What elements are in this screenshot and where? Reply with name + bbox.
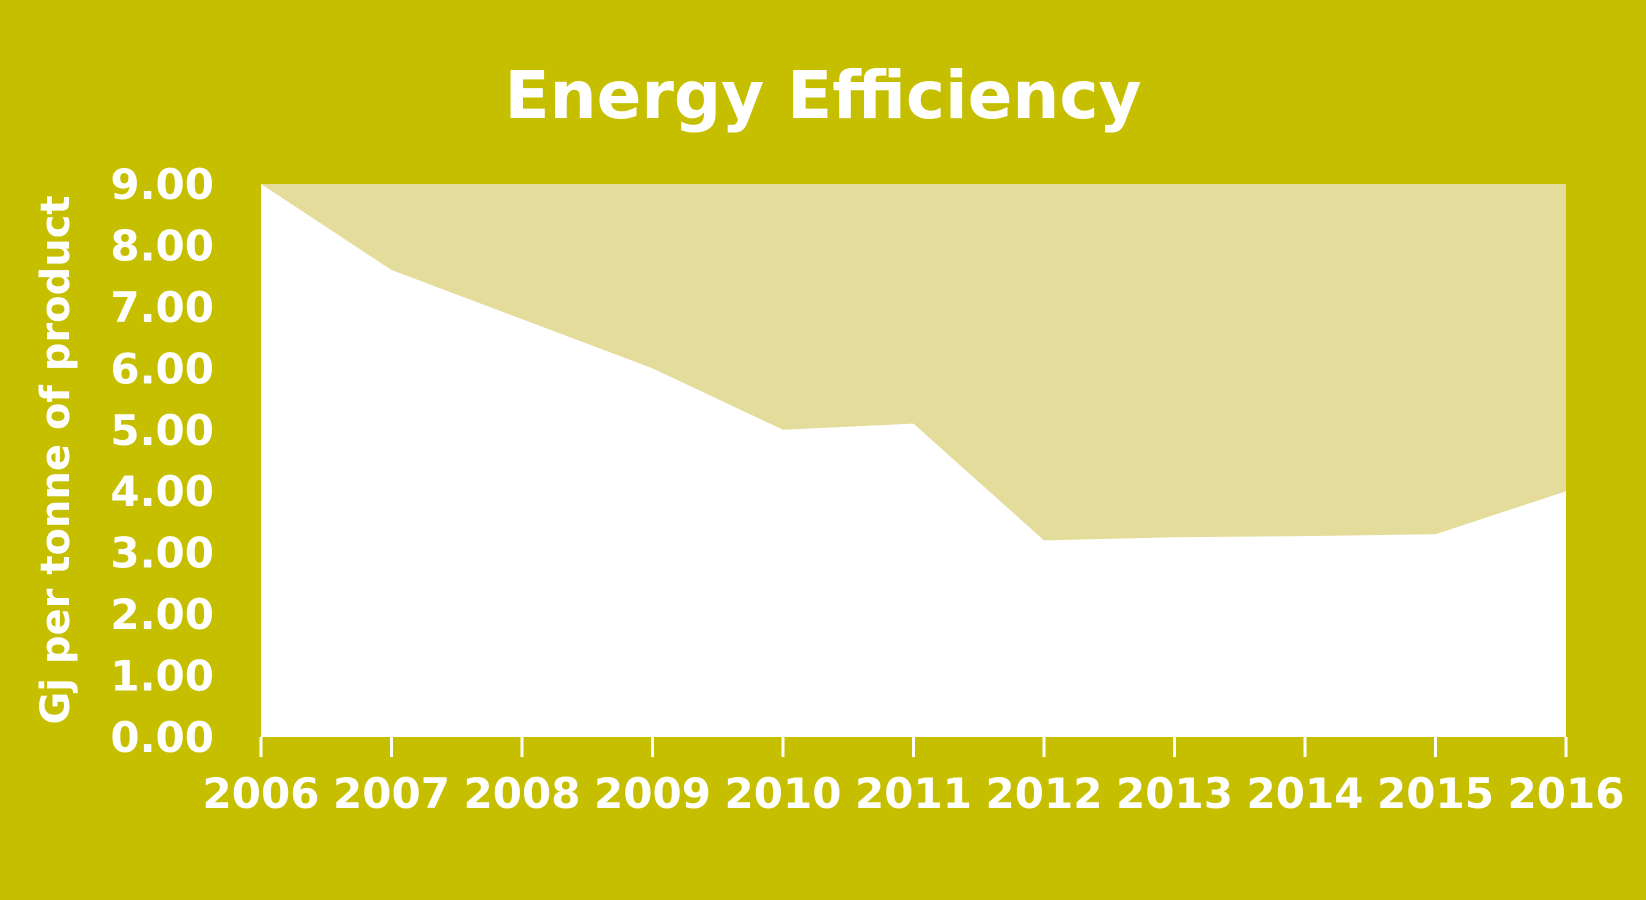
x-tick-label-2016: 2016 <box>1508 769 1625 818</box>
x-tick-label-2009: 2009 <box>594 769 711 818</box>
y-tick-label-4.00: 4.00 <box>110 467 214 516</box>
area-series <box>261 184 1566 737</box>
y-tick-label-7.00: 7.00 <box>110 283 214 332</box>
x-tick-label-2015: 2015 <box>1377 769 1494 818</box>
chart-title: Energy Efficiency <box>505 57 1142 134</box>
x-tick-label-2011: 2011 <box>855 769 972 818</box>
y-tick-label-3.00: 3.00 <box>110 529 214 578</box>
x-tick-label-2013: 2013 <box>1116 769 1233 818</box>
x-tick-label-2012: 2012 <box>986 769 1103 818</box>
x-tick-label-2010: 2010 <box>725 769 842 818</box>
x-tick-label-2014: 2014 <box>1247 769 1364 818</box>
y-tick-label-2.00: 2.00 <box>110 590 214 639</box>
y-tick-label-6.00: 6.00 <box>110 344 214 393</box>
y-axis-label: Gj per tonne of product <box>33 195 79 724</box>
x-axis-ticks <box>259 737 1568 757</box>
y-tick-label-8.00: 8.00 <box>110 221 214 270</box>
x-tick-label-2007: 2007 <box>333 769 450 818</box>
y-tick-label-0.00: 0.00 <box>110 713 214 762</box>
x-tick-label-2006: 2006 <box>203 769 320 818</box>
y-tick-label-9.00: 9.00 <box>110 160 214 209</box>
x-axis-tick-labels: 2006 2007 2008 2009 2010 2011 2012 2013 2014 2015… <box>203 769 1625 818</box>
y-tick-label-1.00: 1.00 <box>110 652 214 701</box>
y-tick-label-5.00: 5.00 <box>110 406 214 455</box>
y-axis-tick-labels: 0.00 1.00 2.00 3.00 4.00 5.00 6.00 7.00 8.00 9.00 <box>110 160 214 762</box>
x-tick-label-2008: 2008 <box>464 769 581 818</box>
